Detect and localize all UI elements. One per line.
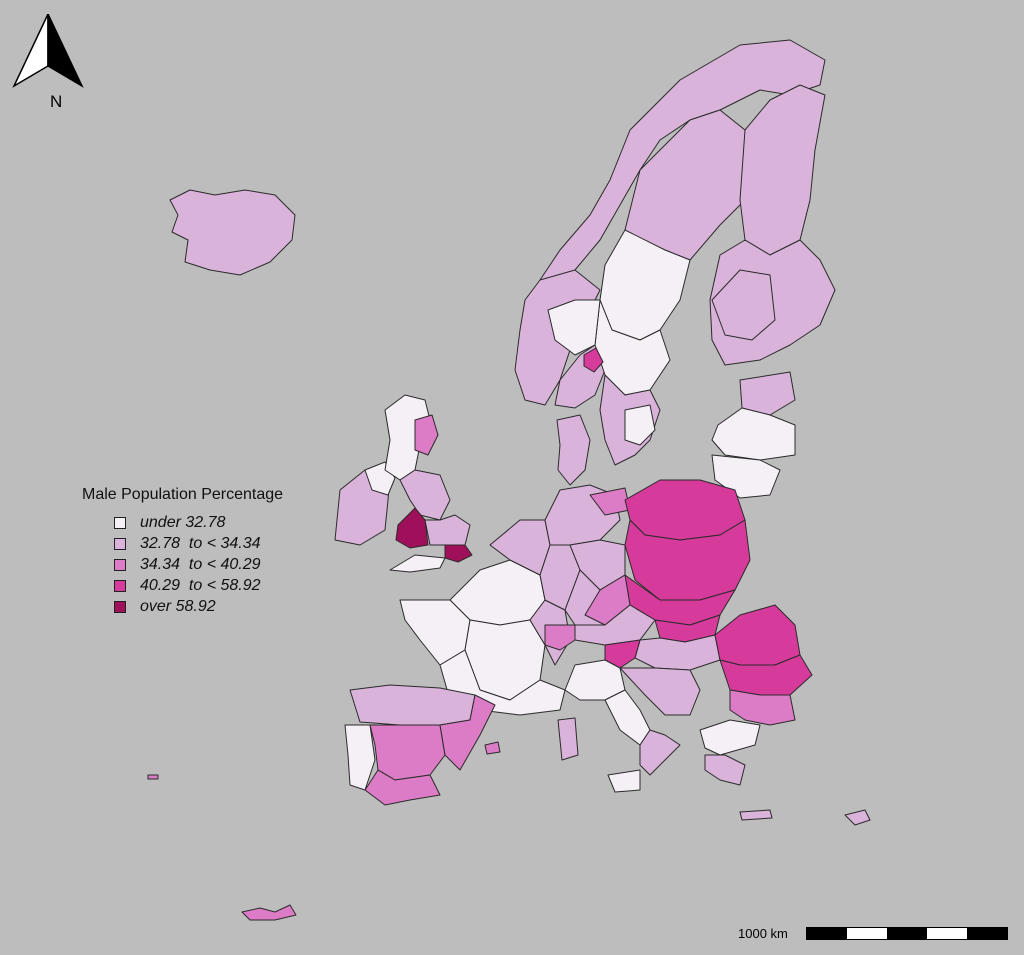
- scale-segment: [807, 928, 847, 939]
- scale-segment: [887, 928, 927, 939]
- region-slovenia-croatia: [604, 639, 641, 669]
- region-sardinia: [557, 717, 579, 761]
- legend-label: over 58.92: [140, 597, 216, 615]
- region-sweden-west: [547, 299, 601, 356]
- region-western-balkans: [619, 667, 701, 716]
- region-finland-west: [711, 269, 776, 341]
- scale-label: 1000 km: [738, 926, 788, 941]
- legend-label: under 32.78: [140, 513, 226, 531]
- scale-segment: [847, 928, 887, 939]
- region-cyprus: [844, 809, 871, 826]
- region-lithuania: [711, 454, 781, 499]
- legend-label: 32.78 to < 34.34: [140, 534, 261, 552]
- scale-segment: [967, 928, 1007, 939]
- region-midlands: [424, 514, 471, 546]
- map-legend: Male Population Percentage under 32.78 3…: [82, 486, 283, 617]
- north-label: N: [50, 92, 63, 111]
- region-sweden-smaland: [624, 404, 656, 446]
- region-norway-north: [539, 39, 826, 286]
- legend-swatch: [114, 558, 126, 571]
- region-sicily: [607, 769, 641, 793]
- legend-swatch: [114, 600, 126, 613]
- region-scotland: [384, 394, 431, 481]
- legend-label: 40.29 to < 58.92: [140, 576, 261, 594]
- legend-item: 34.34 to < 40.29: [82, 554, 283, 575]
- region-scotland-east: [414, 414, 439, 456]
- region-iceland: [169, 189, 296, 276]
- region-italy-central: [604, 689, 651, 746]
- legend-item: 40.29 to < 58.92: [82, 575, 283, 596]
- region-azores: [147, 774, 159, 780]
- scale-segment: [927, 928, 967, 939]
- north-arrow: N: [10, 13, 86, 111]
- region-bulgaria: [729, 689, 796, 726]
- legend-label: 34.34 to < 40.29: [140, 555, 261, 573]
- region-italy-south: [639, 729, 681, 776]
- region-greece-south: [704, 754, 746, 786]
- region-poland-central: [624, 519, 751, 601]
- legend-item: under 32.78: [82, 512, 283, 533]
- region-south-west-england: [389, 554, 446, 573]
- region-oslo: [583, 347, 604, 373]
- legend-swatch: [114, 516, 126, 529]
- region-north-england: [399, 469, 451, 521]
- region-spain-south: [364, 769, 441, 806]
- legend-title: Male Population Percentage: [82, 486, 284, 503]
- region-greece-north: [699, 719, 761, 756]
- scale-bar-graphic: [806, 927, 1008, 940]
- region-denmark: [556, 414, 591, 486]
- region-canary-islands: [241, 904, 297, 921]
- region-finland-north: [739, 84, 826, 256]
- region-switzerland: [544, 624, 576, 651]
- region-estonia: [739, 371, 796, 416]
- legend-item: 32.78 to < 34.34: [82, 533, 283, 554]
- legend-swatch: [114, 579, 126, 592]
- region-portugal: [344, 724, 376, 791]
- north-arrow-icon: [12, 13, 84, 88]
- region-latvia: [711, 407, 796, 461]
- region-london: [444, 544, 473, 563]
- region-romania-north: [714, 604, 801, 666]
- legend-swatch: [114, 537, 126, 550]
- region-spain-north: [349, 684, 476, 726]
- region-austria: [574, 604, 656, 646]
- region-wales: [395, 507, 429, 549]
- legend-item: over 58.92: [82, 596, 283, 617]
- region-spain-east: [439, 694, 496, 771]
- region-crete: [739, 809, 773, 821]
- region-italy-north: [564, 659, 626, 701]
- region-balearic: [484, 741, 501, 755]
